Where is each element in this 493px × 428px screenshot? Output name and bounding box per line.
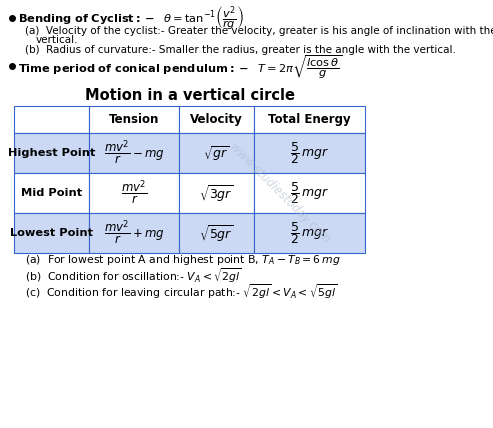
Bar: [89, 173, 179, 213]
Text: $\dfrac{5}{2}\,mgr$: $\dfrac{5}{2}\,mgr$: [290, 220, 329, 246]
Text: Mid Point: Mid Point: [21, 188, 82, 198]
Text: Velocity: Velocity: [190, 113, 243, 126]
Bar: [179, 106, 254, 133]
Bar: [179, 213, 254, 253]
Bar: [89, 106, 179, 133]
Bar: [254, 133, 365, 173]
Text: Tension: Tension: [109, 113, 159, 126]
Text: $\dfrac{mv^2}{r} + mg$: $\dfrac{mv^2}{r} + mg$: [104, 219, 165, 247]
Bar: [254, 173, 365, 213]
Bar: [14, 133, 89, 173]
Text: Highest Point: Highest Point: [8, 148, 95, 158]
Text: Motion in a vertical circle: Motion in a vertical circle: [85, 88, 295, 103]
Bar: [254, 213, 365, 253]
Bar: [254, 106, 365, 133]
Text: $\dfrac{5}{2}\,mgr$: $\dfrac{5}{2}\,mgr$: [290, 140, 329, 166]
Text: vertical.: vertical.: [35, 36, 78, 45]
Text: www.studiestoday.com: www.studiestoday.com: [227, 140, 332, 246]
Text: (a)  For lowest point A and highest point B, $T_A - T_B = 6\,mg$: (a) For lowest point A and highest point…: [25, 253, 341, 267]
Text: $\dfrac{5}{2}\,mgr$: $\dfrac{5}{2}\,mgr$: [290, 180, 329, 206]
Text: (a)  Velocity of the cyclist:- Greater the velocity, greater is his angle of inc: (a) Velocity of the cyclist:- Greater th…: [25, 27, 493, 36]
Bar: [14, 213, 89, 253]
Text: Lowest Point: Lowest Point: [10, 228, 93, 238]
Text: $\mathbf{Bending\ of\ Cyclist:-}$  $\theta = \tan^{-1}\!\left(\dfrac{v^2}{rg}\ri: $\mathbf{Bending\ of\ Cyclist:-}$ $\thet…: [18, 4, 244, 33]
Text: $\dfrac{mv^2}{r}$: $\dfrac{mv^2}{r}$: [121, 179, 147, 207]
Text: (b)  Radius of curvature:- Smaller the radius, greater is the angle with the ver: (b) Radius of curvature:- Smaller the ra…: [25, 45, 456, 55]
Text: Total Energy: Total Energy: [268, 113, 351, 126]
Bar: [179, 133, 254, 173]
Text: $\sqrt{3gr}$: $\sqrt{3gr}$: [199, 183, 234, 204]
Bar: [89, 213, 179, 253]
Text: (c)  Condition for leaving circular path:- $\sqrt{2gl} < V_A < \sqrt{5gl}$: (c) Condition for leaving circular path:…: [25, 283, 338, 301]
Bar: [89, 133, 179, 173]
Text: (b)  Condition for oscillation:- $V_A < \sqrt{2gl}$: (b) Condition for oscillation:- $V_A < \…: [25, 267, 242, 285]
Text: $\mathbf{Time\ period\ of\ conical\ pendulum:-}$  $T = 2\pi\sqrt{\dfrac{l\cos\th: $\mathbf{Time\ period\ of\ conical\ pend…: [18, 53, 343, 80]
Bar: [14, 106, 89, 133]
Text: $\sqrt{5gr}$: $\sqrt{5gr}$: [199, 223, 234, 244]
Text: $\dfrac{mv^2}{r} - mg$: $\dfrac{mv^2}{r} - mg$: [104, 139, 165, 167]
Bar: [14, 173, 89, 213]
Bar: [179, 173, 254, 213]
Text: $\sqrt{gr}$: $\sqrt{gr}$: [204, 144, 230, 163]
